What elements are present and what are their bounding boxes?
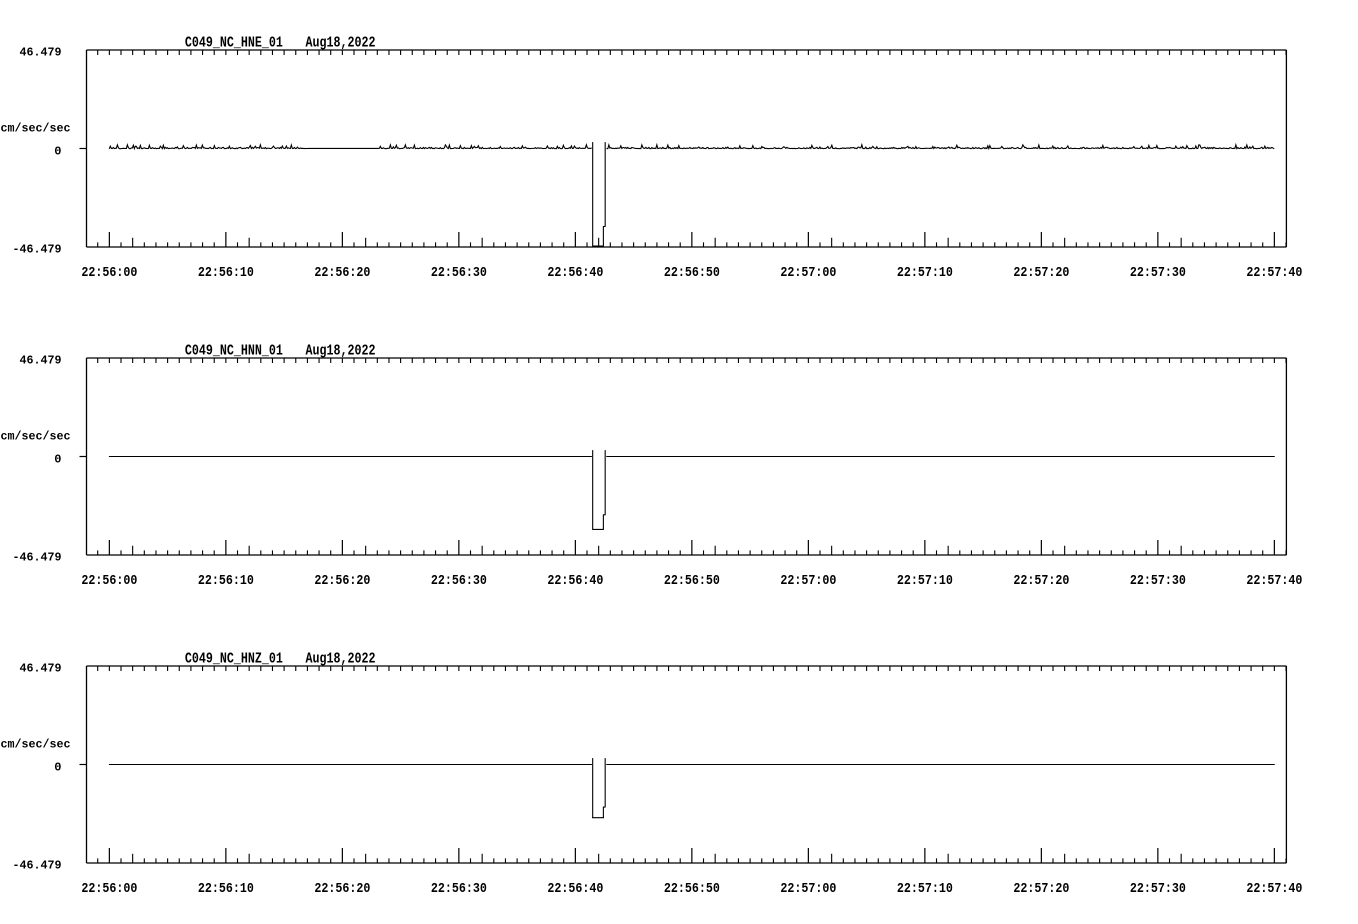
svg-text:22:56:00: 22:56:00 bbox=[81, 266, 137, 281]
svg-text:C049_NC_HNN_01: C049_NC_HNN_01 bbox=[185, 344, 283, 360]
svg-text:22:56:10: 22:56:10 bbox=[198, 266, 254, 281]
svg-text:22:57:30: 22:57:30 bbox=[1130, 266, 1186, 281]
svg-text:22:56:30: 22:56:30 bbox=[431, 574, 487, 589]
svg-text:22:56:30: 22:56:30 bbox=[431, 266, 487, 281]
svg-text:cm/sec/sec: cm/sec/sec bbox=[1, 430, 71, 444]
svg-text:22:56:10: 22:56:10 bbox=[198, 882, 254, 897]
svg-text:22:57:00: 22:57:00 bbox=[780, 882, 836, 897]
svg-text:22:57:40: 22:57:40 bbox=[1246, 266, 1302, 281]
svg-text:46.479: 46.479 bbox=[20, 46, 62, 60]
svg-text:22:57:20: 22:57:20 bbox=[1013, 882, 1069, 897]
svg-text:22:57:30: 22:57:30 bbox=[1130, 882, 1186, 897]
svg-text:22:56:20: 22:56:20 bbox=[314, 574, 370, 589]
svg-text:22:57:30: 22:57:30 bbox=[1130, 574, 1186, 589]
svg-text:-46.479: -46.479 bbox=[13, 859, 62, 873]
svg-text:-46.479: -46.479 bbox=[13, 551, 62, 565]
svg-text:22:57:40: 22:57:40 bbox=[1246, 882, 1302, 897]
svg-text:22:56:00: 22:56:00 bbox=[81, 574, 137, 589]
svg-text:22:57:20: 22:57:20 bbox=[1013, 266, 1069, 281]
svg-text:22:56:10: 22:56:10 bbox=[198, 574, 254, 589]
svg-text:C049_NC_HNZ_01: C049_NC_HNZ_01 bbox=[185, 652, 283, 668]
svg-text:22:57:10: 22:57:10 bbox=[897, 266, 953, 281]
svg-text:-46.479: -46.479 bbox=[13, 243, 62, 257]
svg-text:22:56:00: 22:56:00 bbox=[81, 882, 137, 897]
svg-text:0: 0 bbox=[54, 761, 61, 775]
svg-text:22:56:50: 22:56:50 bbox=[664, 574, 720, 589]
svg-text:22:57:10: 22:57:10 bbox=[897, 882, 953, 897]
svg-text:22:57:10: 22:57:10 bbox=[897, 574, 953, 589]
svg-text:22:57:20: 22:57:20 bbox=[1013, 574, 1069, 589]
svg-text:22:57:00: 22:57:00 bbox=[780, 574, 836, 589]
svg-text:22:56:50: 22:56:50 bbox=[664, 882, 720, 897]
svg-text:0: 0 bbox=[54, 453, 61, 467]
svg-text:22:56:20: 22:56:20 bbox=[314, 266, 370, 281]
svg-text:22:56:20: 22:56:20 bbox=[314, 882, 370, 897]
svg-text:Aug18,2022: Aug18,2022 bbox=[306, 36, 376, 52]
svg-text:Aug18,2022: Aug18,2022 bbox=[306, 344, 376, 360]
svg-text:Aug18,2022: Aug18,2022 bbox=[306, 652, 376, 668]
svg-text:cm/sec/sec: cm/sec/sec bbox=[1, 738, 71, 752]
svg-text:22:56:40: 22:56:40 bbox=[547, 882, 603, 897]
svg-text:C049_NC_HNE_01: C049_NC_HNE_01 bbox=[185, 36, 283, 52]
svg-text:22:57:40: 22:57:40 bbox=[1246, 574, 1302, 589]
svg-text:46.479: 46.479 bbox=[20, 662, 62, 676]
svg-text:0: 0 bbox=[54, 145, 61, 159]
svg-text:22:56:40: 22:56:40 bbox=[547, 266, 603, 281]
svg-text:22:56:40: 22:56:40 bbox=[547, 574, 603, 589]
svg-text:22:57:00: 22:57:00 bbox=[780, 266, 836, 281]
svg-text:46.479: 46.479 bbox=[20, 354, 62, 368]
svg-text:22:56:50: 22:56:50 bbox=[664, 266, 720, 281]
svg-text:cm/sec/sec: cm/sec/sec bbox=[1, 122, 71, 136]
svg-text:22:56:30: 22:56:30 bbox=[431, 882, 487, 897]
